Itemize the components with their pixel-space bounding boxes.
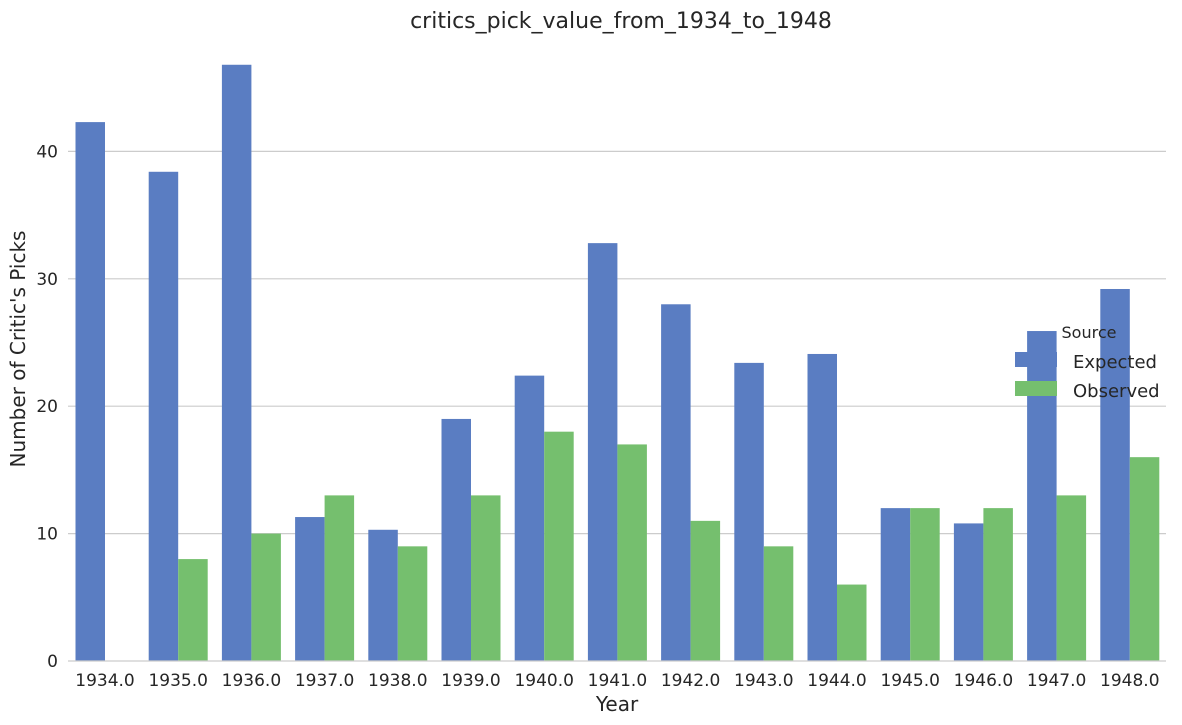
- bar-observed-1937.0: [324, 495, 355, 661]
- y-tick-label: 10: [36, 525, 58, 545]
- bar-observed-1935.0: [178, 559, 208, 661]
- bar-observed-1948.0: [1129, 457, 1160, 661]
- y-axis-label: Number of Critic's Picks: [6, 231, 30, 468]
- legend: Source Expected Observed: [1015, 323, 1160, 402]
- bar-expected-1940.0: [514, 375, 545, 661]
- bars: [75, 64, 1160, 662]
- bar-expected-1939.0: [441, 418, 471, 661]
- y-tick-label: 40: [36, 142, 58, 162]
- bar-expected-1947.0: [1027, 331, 1057, 661]
- bar-expected-1936.0: [221, 64, 252, 661]
- legend-swatch-observed: [1015, 381, 1057, 396]
- x-axis-label: Year: [595, 692, 639, 716]
- bar-observed-1941.0: [617, 444, 647, 661]
- legend-title: Source: [1062, 323, 1117, 342]
- bar-observed-1943.0: [763, 546, 794, 661]
- x-tick-labels: 1934.0 1935.0 1936.0 1937.0 1938.0 1939.0 1940…: [75, 671, 1159, 691]
- bar-observed-1944.0: [837, 584, 867, 661]
- bar-expected-1935.0: [148, 171, 179, 661]
- bar-observed-1938.0: [397, 546, 428, 661]
- bar-expected-1941.0: [587, 243, 618, 662]
- x-tick-label: 1934.0: [75, 671, 134, 691]
- bar-observed-1945.0: [910, 508, 940, 661]
- bar-expected-1945.0: [880, 508, 911, 661]
- bar-expected-1937.0: [295, 517, 325, 661]
- x-tick-label: 1948.0: [1100, 671, 1159, 691]
- y-tick-label: 30: [36, 270, 58, 290]
- y-tick-label: 0: [47, 652, 58, 672]
- bar-observed-1946.0: [983, 508, 1013, 661]
- legend-label-expected: Expected: [1073, 352, 1157, 373]
- bar-observed-1936.0: [251, 533, 281, 661]
- x-tick-label: 1939.0: [441, 671, 500, 691]
- x-tick-label: 1941.0: [588, 671, 647, 691]
- bar-expected-1934.0: [75, 122, 105, 661]
- x-tick-label: 1947.0: [1027, 671, 1086, 691]
- bar-expected-1948.0: [1100, 288, 1130, 661]
- x-tick-label: 1935.0: [148, 671, 207, 691]
- y-tick-labels: 0 10 20 30 40: [36, 142, 58, 672]
- x-tick-label: 1945.0: [880, 671, 939, 691]
- x-tick-label: 1942.0: [661, 671, 720, 691]
- x-tick-label: 1940.0: [514, 671, 573, 691]
- x-tick-label: 1944.0: [807, 671, 866, 691]
- bar-observed-1942.0: [690, 520, 721, 661]
- x-tick-label: 1943.0: [734, 671, 793, 691]
- legend-swatch-expected: [1015, 352, 1057, 367]
- bar-expected-1944.0: [807, 353, 837, 661]
- bar-observed-1940.0: [544, 431, 574, 661]
- y-tick-label: 20: [36, 397, 58, 417]
- bar-expected-1943.0: [734, 362, 764, 661]
- bar-expected-1942.0: [661, 304, 691, 661]
- chart-title: critics_pick_value_from_1934_to_1948: [410, 9, 832, 34]
- bar-expected-1938.0: [368, 529, 398, 661]
- x-tick-label: 1938.0: [368, 671, 427, 691]
- x-tick-label: 1937.0: [295, 671, 354, 691]
- x-tick-label: 1946.0: [954, 671, 1013, 691]
- bar-expected-1946.0: [953, 523, 984, 661]
- bar-observed-1947.0: [1056, 495, 1087, 661]
- bar-observed-1939.0: [471, 495, 501, 661]
- legend-label-observed: Observed: [1073, 381, 1160, 402]
- x-tick-label: 1936.0: [222, 671, 281, 691]
